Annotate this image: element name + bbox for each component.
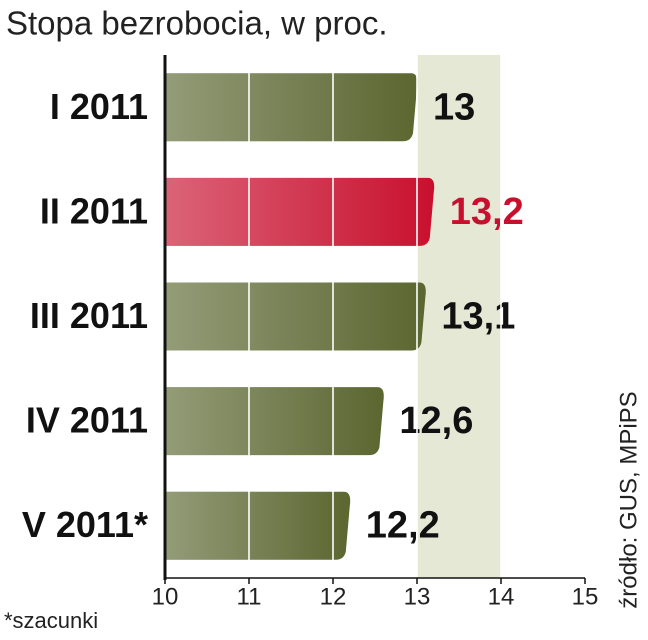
category-label: IV 2011 <box>26 400 148 441</box>
x-tick-label: 13 <box>404 583 431 610</box>
value-label: 12,6 <box>399 400 473 442</box>
value-label: 13 <box>433 86 475 128</box>
value-label: 13,2 <box>450 191 524 233</box>
bar-shine <box>165 73 418 142</box>
footnote: *szacunki <box>4 608 98 633</box>
category-label: I 2011 <box>50 86 148 127</box>
value-label: 13,1 <box>441 296 515 338</box>
x-tick-label: 15 <box>572 583 599 610</box>
chart-title: Stopa bezrobocia, w proc. <box>6 5 388 42</box>
category-label: V 2011* <box>22 504 148 545</box>
bar-shine <box>165 177 435 246</box>
x-tick-label: 11 <box>237 583 262 610</box>
bar-shine <box>165 491 351 560</box>
category-label: II 2011 <box>40 190 148 231</box>
bar-shine <box>165 387 384 456</box>
x-tick-label: 12 <box>320 583 347 610</box>
source: źródło: GUS, MPiPS <box>615 391 642 608</box>
bar-shine <box>165 282 426 351</box>
value-label: 12,2 <box>366 505 440 547</box>
x-tick-label: 14 <box>488 583 515 610</box>
x-tick-label: 10 <box>152 583 179 610</box>
shaded-band <box>417 55 501 578</box>
category-label: III 2011 <box>30 295 148 336</box>
